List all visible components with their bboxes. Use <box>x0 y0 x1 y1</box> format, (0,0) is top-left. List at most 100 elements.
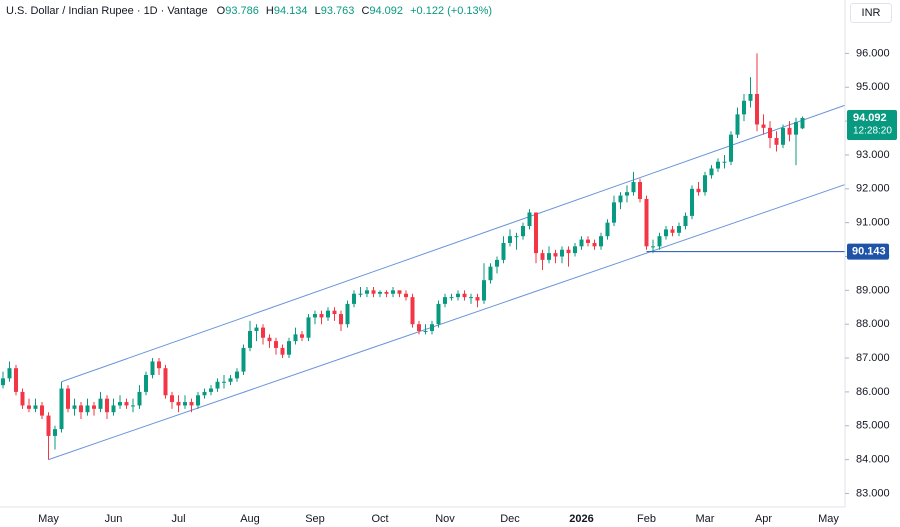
candle-body <box>14 368 18 392</box>
h-value: 94.134 <box>273 5 308 17</box>
y-tick-label: 87.000 <box>856 352 890 364</box>
candle-body <box>105 398 109 413</box>
l-label: L <box>314 5 321 17</box>
candle-body <box>196 395 200 406</box>
candle-body <box>469 297 473 299</box>
candle-body <box>176 402 181 406</box>
candle-body <box>183 402 187 406</box>
candle-body <box>709 168 714 176</box>
candle-body <box>391 290 395 294</box>
candle-body <box>742 100 746 115</box>
candle-body <box>332 310 337 315</box>
candle-body <box>378 292 382 294</box>
y-tick-label: 93.000 <box>856 149 890 161</box>
candle-body <box>722 161 727 163</box>
x-tick-label: Aug <box>240 513 260 525</box>
candle-body <box>118 402 122 406</box>
candle-body <box>521 226 525 237</box>
candle-body <box>716 161 720 169</box>
candle-body <box>20 391 25 406</box>
x-tick-label: May <box>818 513 839 525</box>
y-tick-label: 84.000 <box>856 454 890 466</box>
candle-body <box>345 303 350 325</box>
x-tick-label: Dec <box>500 513 520 525</box>
candle-body <box>664 229 668 237</box>
candle-body <box>326 310 330 318</box>
candle-body <box>241 347 246 372</box>
x-tick-label: Sep <box>305 513 325 525</box>
candle-body <box>560 249 564 257</box>
candle-body <box>33 405 38 409</box>
candle-body <box>553 253 558 257</box>
x-tick-label: Oct <box>371 513 388 525</box>
candle-body <box>514 236 519 238</box>
candle-body <box>417 324 421 331</box>
candle-body <box>696 188 701 193</box>
candle-body <box>235 371 239 379</box>
candle-body <box>475 297 480 301</box>
candle-body <box>638 182 642 199</box>
candle-body <box>72 405 77 409</box>
candle-body <box>612 202 616 223</box>
candle-body <box>625 192 629 196</box>
candle-body <box>456 293 460 298</box>
candle-body <box>157 361 161 369</box>
candle-body <box>46 415 51 436</box>
candle-body <box>631 182 636 193</box>
candle-body <box>566 249 571 254</box>
candle-body <box>280 347 285 355</box>
level-badge <box>847 243 889 260</box>
level-label: 90.143 <box>852 246 886 258</box>
candle-body <box>248 330 252 348</box>
candle-body <box>430 324 434 331</box>
candle-body <box>131 405 135 407</box>
candle-body <box>150 361 155 375</box>
legend-header: U.S. Dollar / Indian Rupee · 1D · Vantag… <box>6 5 496 17</box>
candle-body <box>573 246 577 254</box>
candle-body <box>352 293 356 304</box>
candle-body <box>267 337 272 342</box>
candle-body <box>501 242 506 260</box>
candle-body <box>319 314 324 318</box>
change: +0.122 (+0.13%) <box>410 5 493 17</box>
candle-body <box>85 405 90 413</box>
candle-body <box>436 303 441 325</box>
c-value: 94.092 <box>369 5 404 17</box>
candle-body <box>339 314 343 325</box>
x-tick-label: Jul <box>171 513 185 525</box>
candle-body <box>27 405 31 409</box>
y-tick-label: 88.000 <box>856 318 890 330</box>
last-price-badge <box>847 109 897 140</box>
candle-body <box>124 402 129 406</box>
candle-body <box>79 405 83 413</box>
channel-line <box>48 184 846 461</box>
currency-button[interactable]: INR <box>850 3 892 23</box>
candle-body <box>423 330 428 332</box>
candle-body <box>527 212 532 227</box>
y-tick-label: 92.000 <box>856 183 890 195</box>
candle-body <box>482 280 486 301</box>
candle-body <box>254 327 259 331</box>
candle-body <box>300 334 304 338</box>
candle-body <box>787 127 792 135</box>
candle-body <box>1 378 5 386</box>
candle-body <box>774 138 779 145</box>
candle-body <box>540 253 545 260</box>
candle-body <box>287 341 291 355</box>
candle-body <box>495 259 499 267</box>
candle-body <box>599 236 603 247</box>
x-tick-label: Apr <box>755 513 772 525</box>
y-tick-label: 83.000 <box>856 487 890 499</box>
candle-body <box>137 391 142 406</box>
candle-body <box>209 388 213 392</box>
l-value: 93.763 <box>320 5 355 17</box>
candle-body <box>313 314 317 318</box>
x-tick-label: Jun <box>105 513 123 525</box>
candle-body <box>215 381 220 389</box>
candle-body <box>768 127 772 139</box>
candle-body <box>202 391 207 396</box>
candle-body <box>293 334 298 342</box>
candle-body <box>163 368 168 396</box>
